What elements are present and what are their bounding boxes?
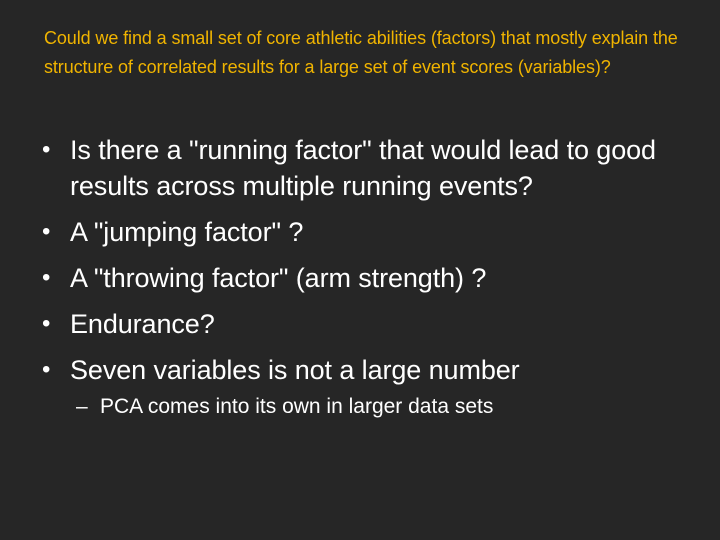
bullet-dot-icon: • [42,264,51,291]
bullet-text: Is there a "running factor" that would l… [70,135,656,201]
bullet-text: A "throwing factor" (arm strength) ? [70,263,487,293]
bullet-dot-icon: • [42,218,51,245]
bullet-dot-icon: • [42,310,51,337]
slide-title: Could we find a small set of core athlet… [44,28,678,77]
bullet-text: A "jumping factor" ? [70,217,304,247]
sub-bullet-text: PCA comes into its own in larger data se… [100,395,494,418]
bullet-item-throwing-factor: • A "throwing factor" (arm strength) ? [42,260,682,296]
bullet-dot-icon: • [42,136,51,163]
bullet-text: Endurance? [70,309,215,339]
bullet-dot-icon: • [42,356,51,383]
dash-icon: – [76,395,88,418]
bullet-item-jumping-factor: • A "jumping factor" ? [42,214,682,250]
bullet-item-seven-variables: • Seven variables is not a large number [42,352,682,388]
bullet-item-running-factor: • Is there a "running factor" that would… [42,132,682,204]
sub-bullet-item-pca: – PCA comes into its own in larger data … [42,392,682,422]
bullet-list: • Is there a "running factor" that would… [42,132,682,422]
bullet-text: Seven variables is not a large number [70,355,520,385]
bullet-item-endurance: • Endurance? [42,306,682,342]
